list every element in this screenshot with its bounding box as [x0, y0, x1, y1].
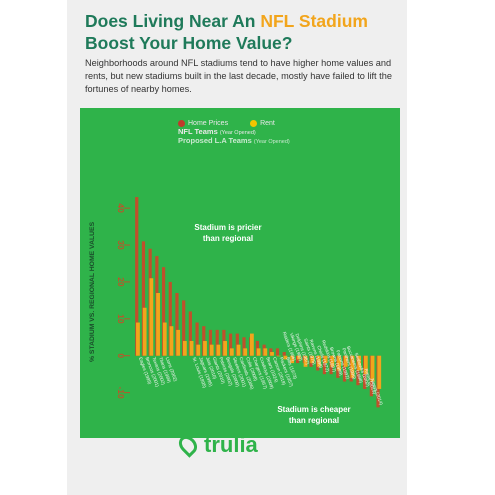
annotation-cheaper-line1: Stadium is cheaper	[277, 405, 350, 414]
rent-bar	[370, 355, 375, 382]
y-axis-label: % STADIUM VS. REGIONAL HOME VALUES	[89, 221, 96, 362]
logo-text: trulia	[204, 432, 258, 457]
legend-nfl-teams-note: (Year Opened)	[219, 130, 256, 136]
rent-bar	[182, 340, 187, 356]
rent-bar	[263, 348, 268, 356]
home-prices-bar	[322, 355, 327, 375]
subtitle: Neighborhoods around NFL stadiums tend t…	[85, 58, 392, 94]
annotation-pricier-line1: Stadium is pricier	[194, 223, 261, 232]
rent-bar	[363, 355, 368, 375]
home-prices-bar	[188, 311, 192, 356]
home-prices-swatch	[178, 120, 185, 127]
legend-nfl-teams: NFL Teams (Year Opened)	[178, 127, 328, 136]
y-tick-label: 10	[116, 314, 126, 324]
rent-bar	[209, 344, 214, 356]
home-prices-bar	[282, 352, 286, 356]
rent-bar	[310, 355, 315, 364]
home-prices-bar	[161, 267, 166, 356]
rent-bar	[142, 307, 147, 356]
rent-bar	[290, 355, 295, 364]
rent-bar	[149, 278, 154, 356]
annotation-cheaper-line2: than regional	[289, 416, 339, 425]
home-prices-bar	[342, 355, 347, 382]
rent-bar	[256, 348, 261, 356]
rent-bar	[377, 355, 382, 389]
rent-bar	[357, 355, 362, 371]
rent-bar	[276, 355, 281, 357]
rent-bar	[303, 355, 308, 367]
rent-bar	[337, 355, 341, 371]
home-prices-bar	[275, 348, 280, 356]
page-title: Does Living Near An NFL Stadium Boost Yo…	[85, 10, 405, 54]
rent-bar	[270, 352, 274, 356]
rent-bar	[229, 348, 234, 356]
rent-bar	[283, 355, 288, 360]
legend: Home Prices Rent NFL Teams (Year Opened)…	[178, 120, 328, 152]
home-prices-bar	[356, 355, 360, 386]
rent-bar	[176, 329, 181, 356]
annotation-pricier-line2: than regional	[203, 234, 253, 243]
legend-proposed-note: (Year Opened)	[253, 139, 290, 145]
rent-bar	[223, 340, 227, 356]
legend-nfl-teams-label: NFL Teams	[178, 127, 218, 136]
rent-bar	[162, 322, 167, 356]
home-prices-bar	[228, 333, 233, 356]
trulia-logo: trulia	[175, 432, 300, 458]
home-prices-bar	[208, 329, 213, 356]
rent-bar	[196, 344, 201, 356]
title-text-2: Boost Your Home Value?	[85, 33, 293, 53]
rent-bar	[350, 355, 355, 378]
home-prices-bar	[141, 241, 146, 356]
title-text-1: Does Living Near An	[85, 11, 261, 31]
location-pin-icon	[175, 432, 201, 458]
chart-field	[80, 108, 400, 438]
legend-rent: Rent	[260, 120, 275, 127]
rent-bar	[203, 340, 207, 356]
rent-bar	[189, 340, 194, 356]
y-tick-label: 30	[116, 240, 126, 250]
legend-proposed-label: Proposed L.A Teams	[178, 136, 252, 145]
rent-bar	[156, 293, 160, 356]
rent-bar	[296, 355, 301, 360]
rent-bar	[323, 355, 328, 364]
home-prices-bar	[135, 197, 139, 356]
rent-bar	[136, 322, 140, 356]
home-prices-bar	[182, 300, 186, 356]
rent-bar	[169, 326, 174, 356]
title-highlight: NFL Stadium	[260, 11, 368, 31]
rent-bar	[317, 355, 321, 367]
rent-bar	[236, 344, 241, 356]
home-prices-bar	[215, 329, 219, 356]
y-tick-label: 20	[116, 277, 126, 287]
rent-bar	[343, 355, 348, 367]
y-tick-label: -10	[116, 386, 126, 399]
rent-swatch	[250, 120, 258, 127]
rent-bar	[330, 355, 335, 367]
legend-home-prices: Home Prices	[188, 120, 229, 127]
rent-bar	[243, 348, 248, 356]
home-prices-bar	[195, 322, 199, 356]
legend-proposed: Proposed L.A Teams (Year Opened)	[178, 136, 328, 145]
home-prices-bar	[175, 293, 179, 356]
legend-series-row: Home Prices Rent	[178, 120, 328, 127]
home-prices-bar	[168, 281, 172, 356]
home-prices-bar	[242, 337, 246, 356]
y-tick-label: 0	[116, 353, 126, 358]
rent-bar	[216, 344, 221, 356]
rent-bar	[249, 333, 254, 356]
y-tick-label: 40	[116, 203, 126, 213]
